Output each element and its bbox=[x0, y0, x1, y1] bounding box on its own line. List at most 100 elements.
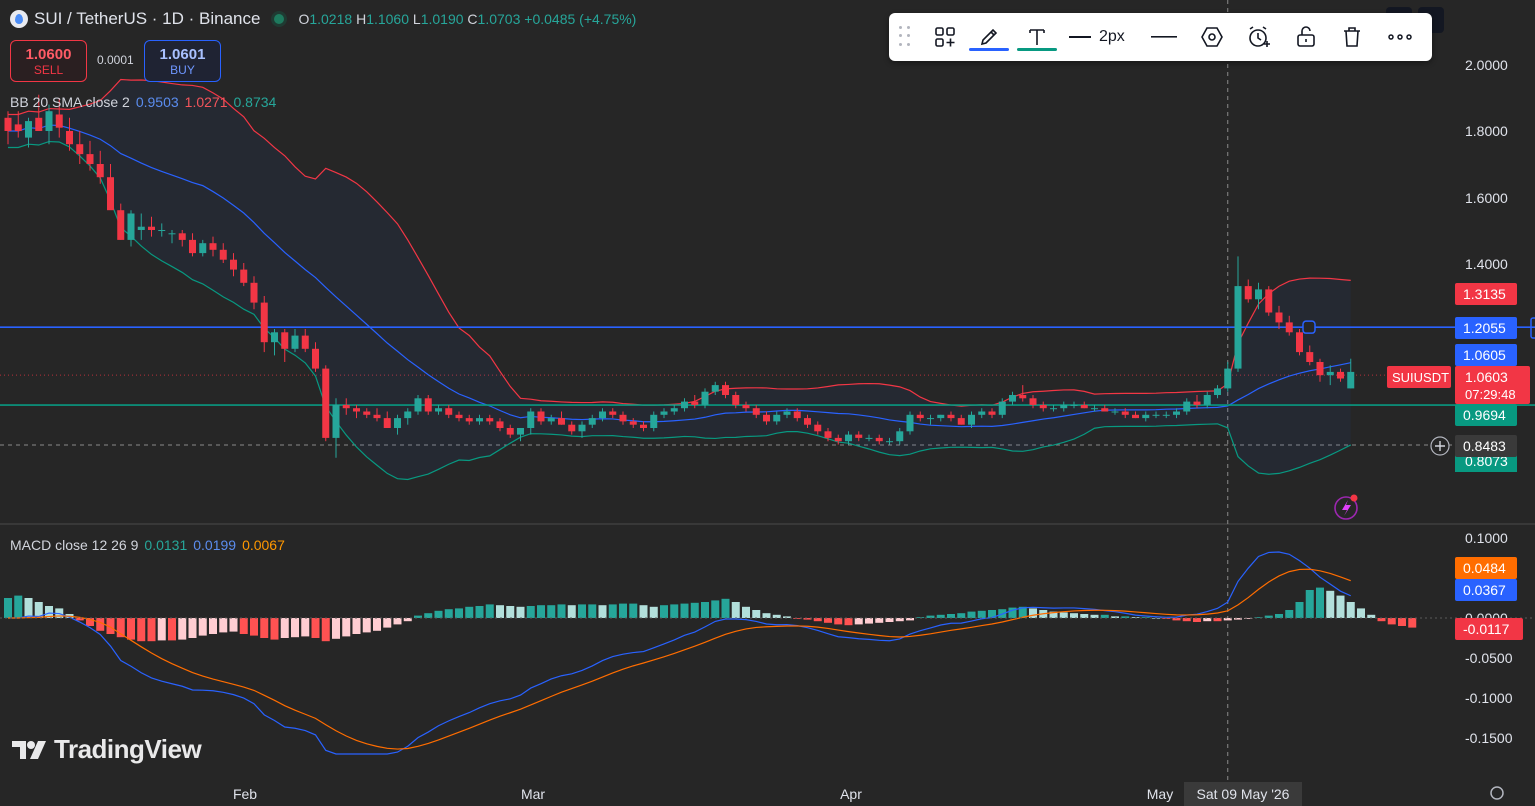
line-width-icon[interactable]: 2px bbox=[1061, 17, 1139, 57]
candle-body bbox=[1039, 404, 1047, 409]
low-value: 1.0190 bbox=[420, 11, 464, 27]
candle-body bbox=[168, 233, 176, 235]
sell-price: 1.0600 bbox=[25, 45, 72, 63]
trash-icon[interactable] bbox=[1329, 17, 1375, 57]
candle-body bbox=[1244, 286, 1252, 300]
macd-hist-bar bbox=[588, 604, 597, 618]
symbol-title[interactable]: SUI / TetherUS · 1D · Binance bbox=[34, 9, 261, 28]
buy-price: 1.0601 bbox=[159, 45, 206, 63]
macd-hist-bar bbox=[188, 618, 197, 638]
text-icon[interactable] bbox=[1013, 17, 1061, 57]
candle-body bbox=[609, 411, 617, 415]
tag-crosshair: 0.8483 bbox=[1463, 438, 1506, 454]
alert-icon[interactable] bbox=[1235, 17, 1283, 57]
settings-icon[interactable] bbox=[1189, 17, 1235, 57]
candle-body bbox=[107, 177, 114, 211]
candle-body bbox=[711, 385, 719, 392]
candle-body bbox=[1183, 401, 1191, 412]
bb-legend[interactable]: BB 20 SMA close 2 0.9503 1.0271 0.8734 bbox=[10, 94, 276, 110]
tag-hline-blue: 1.2055 bbox=[1463, 320, 1506, 336]
candle-body bbox=[486, 418, 494, 422]
tag-symbol: SUIUSDT bbox=[1392, 370, 1449, 385]
tag-symbol-bg bbox=[1387, 366, 1451, 388]
macd-hist-bar bbox=[321, 618, 330, 642]
candle-body bbox=[875, 437, 883, 442]
candle-body bbox=[353, 408, 360, 412]
macd-hist-bar bbox=[373, 618, 381, 631]
high-label: H bbox=[356, 11, 367, 27]
macd-legend[interactable]: MACD close 12 26 9 0.0131 0.0199 0.0067 bbox=[10, 537, 285, 553]
macd-label: MACD close 12 26 9 bbox=[10, 537, 139, 553]
tag-macd-hist: -0.0117 bbox=[1463, 621, 1510, 637]
sell-button[interactable]: 1.0600 SELL bbox=[10, 40, 87, 82]
macd-hist-value: 0.0131 bbox=[144, 537, 188, 553]
price-axis-label: 1.6000 bbox=[1465, 190, 1508, 206]
candles bbox=[4, 94, 1355, 458]
macd-hist-bar bbox=[1223, 618, 1232, 621]
macd-axis-label: -0.1500 bbox=[1465, 730, 1513, 746]
macd-hist-bar bbox=[629, 603, 638, 618]
tradingview-logo[interactable]: TradingView bbox=[12, 734, 202, 765]
candle-body bbox=[978, 411, 986, 415]
macd-hist-bar bbox=[219, 618, 228, 633]
macd-hist-bar bbox=[1346, 602, 1355, 618]
macd-hist-bar bbox=[906, 618, 914, 621]
candle-body bbox=[312, 348, 319, 369]
high-value: 1.1060 bbox=[366, 11, 410, 27]
candle-body bbox=[855, 434, 863, 438]
candle-body bbox=[568, 424, 576, 432]
macd-hist-bar bbox=[1336, 595, 1345, 618]
candle-body bbox=[1306, 352, 1314, 362]
bb-label: BB 20 SMA close 2 bbox=[10, 94, 130, 110]
macd-hist-bar bbox=[1193, 618, 1201, 622]
candle-body bbox=[1142, 414, 1150, 419]
drag-handle-icon[interactable] bbox=[899, 26, 911, 48]
candle-body bbox=[722, 385, 729, 395]
candle-body bbox=[793, 411, 801, 419]
candle-body bbox=[322, 368, 330, 438]
candle-body bbox=[1255, 289, 1262, 300]
macd-hist-bar bbox=[496, 605, 504, 618]
macd-hist-bar bbox=[4, 598, 12, 618]
macd-hist-bar bbox=[1408, 618, 1417, 628]
macd-line bbox=[8, 551, 1351, 755]
macd-hist-bar bbox=[690, 602, 699, 618]
lock-icon[interactable] bbox=[1283, 17, 1329, 57]
candle-body bbox=[691, 401, 699, 405]
symbol-header[interactable]: SUI / TetherUS · 1D · Binance O1.0218 H1… bbox=[10, 9, 636, 29]
crosshair-time-label: Sat 09 May '26 bbox=[1197, 786, 1290, 802]
object-tree-icon[interactable] bbox=[925, 17, 965, 57]
candle-body bbox=[291, 335, 299, 349]
candle-body bbox=[845, 434, 852, 442]
macd-hist-bar bbox=[301, 618, 310, 637]
buy-button[interactable]: 1.0601 BUY bbox=[144, 40, 221, 82]
time-axis-label: Apr bbox=[840, 786, 862, 802]
candle-body bbox=[670, 408, 678, 412]
candle-body bbox=[1203, 395, 1211, 405]
macd-hist-bar bbox=[362, 618, 371, 633]
macd-hist-bar bbox=[844, 618, 853, 626]
macd-hist-bar bbox=[988, 610, 996, 618]
line-style-icon[interactable] bbox=[1139, 17, 1189, 57]
macd-hist-bar bbox=[1387, 618, 1396, 625]
macd-hist-bar bbox=[116, 618, 125, 638]
macd-pane bbox=[0, 551, 1535, 755]
candle-body bbox=[189, 239, 196, 254]
candle-body bbox=[1193, 401, 1201, 405]
candle-body bbox=[394, 418, 401, 428]
candle-body bbox=[588, 418, 596, 425]
macd-hist-bar bbox=[516, 606, 525, 618]
market-status-icon[interactable] bbox=[274, 14, 285, 24]
more-icon[interactable] bbox=[1375, 17, 1425, 57]
pencil-icon[interactable] bbox=[965, 17, 1013, 57]
candle-body bbox=[435, 408, 442, 412]
candle-body bbox=[465, 418, 473, 422]
macd-hist-bar bbox=[1182, 618, 1191, 622]
drawing-toolbar: 2px bbox=[889, 13, 1432, 61]
macd-hist-bar bbox=[752, 610, 761, 618]
candle-body bbox=[640, 424, 647, 428]
macd-hist-bar bbox=[352, 618, 361, 634]
macd-hist-bar bbox=[701, 602, 709, 618]
candle-body bbox=[1019, 395, 1027, 399]
